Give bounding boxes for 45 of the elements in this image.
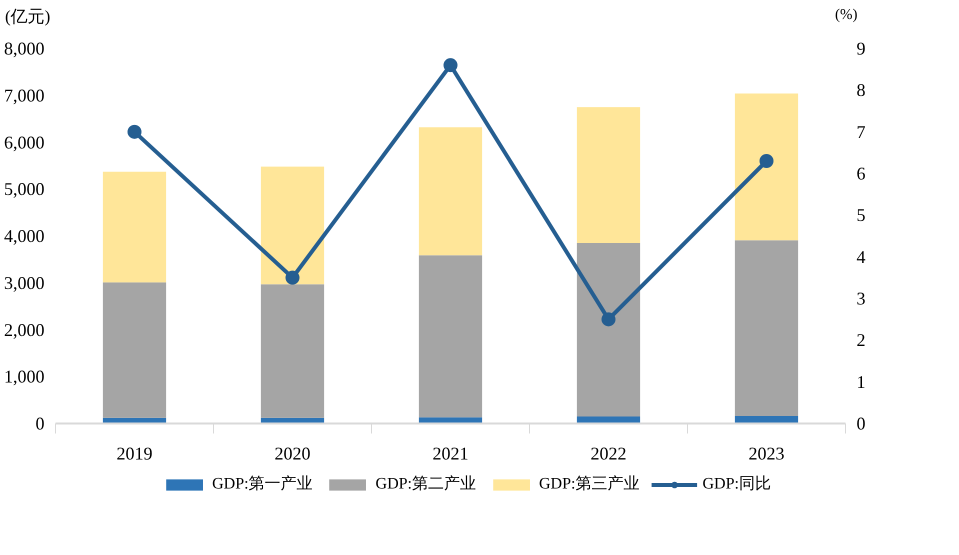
point (444, 58, 458, 72)
y2-tick-label: 4 (856, 246, 866, 267)
y2-tick-label: 1 (856, 372, 866, 392)
y2-tick-label: 2 (856, 330, 866, 350)
legend-label: GDP:第二产业 (376, 474, 476, 494)
bar (734, 94, 798, 240)
legend-label: GDP:第三产业 (539, 474, 640, 494)
y-tick-label: 7,000 (4, 85, 44, 106)
y-tick-label: 1,000 (4, 366, 44, 387)
x-tick-label: 2023 (748, 444, 784, 464)
x-tick-label: 2021 (432, 444, 468, 464)
bar (102, 282, 166, 418)
y-tick-label: 6,000 (4, 132, 44, 152)
point (128, 124, 142, 139)
x-tick-label: 2020 (274, 444, 310, 464)
y-tick-label: 2,000 (4, 320, 44, 340)
y2-axis-title: (%) (835, 6, 858, 25)
bar (576, 107, 640, 244)
y2-tick-label: 3 (856, 288, 866, 308)
y2-tick-label: 9 (856, 38, 866, 58)
bar (260, 284, 324, 418)
y-tick-label: 8,000 (4, 38, 44, 58)
x-tick-label: 2019 (116, 444, 152, 464)
y2-tick-label: 0 (856, 414, 866, 434)
y-axis-title: (亿元) (5, 6, 50, 28)
point (760, 154, 774, 168)
y2-tick-label: 5 (856, 205, 866, 226)
y2-tick-label: 6 (856, 164, 866, 184)
point (286, 270, 300, 285)
y-tick-label: 3,000 (4, 272, 44, 293)
point (602, 312, 616, 326)
x-tick-label: 2022 (590, 444, 626, 464)
bar (418, 127, 482, 256)
bar (418, 255, 482, 418)
bar (102, 172, 166, 282)
y-tick-label: 4,000 (4, 226, 44, 246)
legend-label: GDP:同比 (702, 474, 771, 494)
bar (576, 243, 640, 416)
y-tick-label: 0 (36, 414, 44, 434)
y2-tick-label: 7 (856, 122, 866, 142)
bar (260, 166, 324, 284)
y-tick-label: 5,000 (4, 179, 44, 200)
legend-label: GDP:第一产业 (212, 474, 313, 494)
y2-tick-label: 8 (856, 80, 866, 100)
bar (734, 240, 798, 416)
